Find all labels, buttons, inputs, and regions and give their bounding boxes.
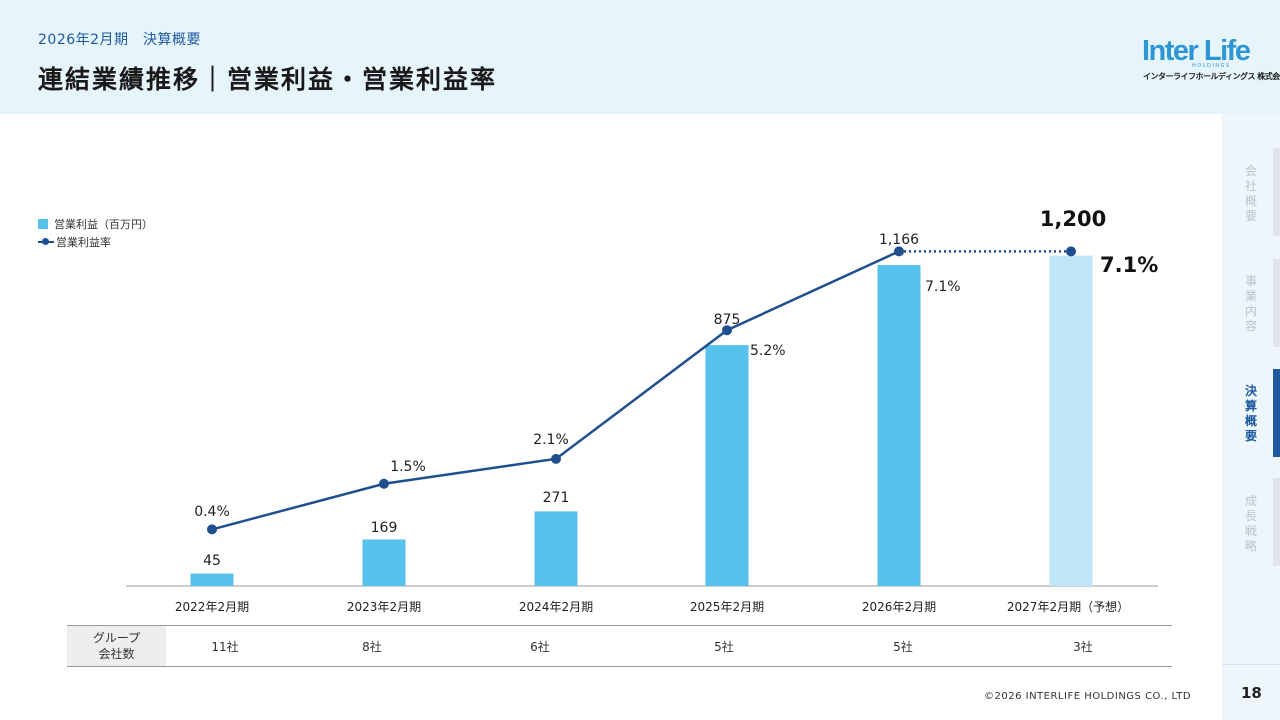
section-nav: 会社概要 事業内容 決算概要 成長戦略 (1222, 114, 1280, 720)
nav-item-label: 成長戦略 (1244, 494, 1257, 553)
group-count-cell: 8社 (362, 639, 382, 654)
legend-line-label: 営業利益率 (56, 236, 111, 249)
nav-indicator-business (1273, 259, 1280, 347)
rate-point (207, 524, 217, 535)
nav-item-company[interactable]: 会社概要 (1222, 164, 1280, 224)
group-count-header-line2: 会社数 (98, 647, 135, 661)
group-count-cell: 3社 (1073, 639, 1093, 654)
nav-item-results[interactable]: 決算概要 (1222, 384, 1280, 444)
bar-value-label: 271 (543, 490, 570, 506)
group-count-cell: 5社 (893, 639, 913, 654)
bar (1049, 255, 1093, 586)
logo-wordmark: Inter Life (1142, 35, 1251, 67)
bar (877, 265, 921, 586)
bar (705, 345, 749, 586)
bar (362, 539, 406, 586)
table-bottom-border (67, 666, 1172, 667)
nav-item-business[interactable]: 事業内容 (1222, 274, 1280, 334)
page-number: 18 (1241, 684, 1262, 702)
rate-value-label: 2.1% (533, 432, 569, 448)
x-tick-label: 2022年2月期 (175, 600, 249, 614)
bar (534, 511, 578, 586)
x-tick-label: 2024年2月期 (519, 600, 593, 614)
page-title: 連結業績推移｜営業利益・営業利益率 (38, 65, 498, 94)
rate-point (722, 325, 732, 336)
logo-japanese: インターライフホールディングス 株式会社 (1143, 72, 1280, 81)
logo-holdings: HOLDINGS (1192, 63, 1231, 69)
chart-legend: 営業利益（百万円） 営業利益率 (38, 215, 153, 251)
bar-value-label: 169 (371, 520, 398, 536)
rate-value-label: 7.1% (925, 279, 961, 295)
legend-bar-swatch (38, 219, 48, 229)
company-logo: Inter Life HOLDINGS インターライフホールディングス 株式会社 (1142, 35, 1280, 86)
rate-point (379, 478, 389, 489)
section-subtitle: 2026年2月期 決算概要 (38, 32, 202, 48)
nav-indicator-strategy (1273, 478, 1280, 566)
legend-line-marker (38, 237, 54, 247)
group-count-cell: 6社 (530, 639, 550, 654)
rate-value-label-forecast: 7.1% (1100, 253, 1158, 277)
x-tick-label: 2025年2月期 (690, 600, 764, 614)
header: 2026年2月期 決算概要 連結業績推移｜営業利益・営業利益率 Inter Li… (0, 0, 1280, 114)
legend-bar-entry: 営業利益（百万円） (38, 215, 153, 233)
nav-indicator-results (1273, 369, 1280, 457)
rate-point (551, 453, 561, 464)
bar-value-label: 1,166 (879, 232, 919, 248)
bar (190, 573, 234, 586)
rate-line (211, 250, 900, 531)
bar-value-label: 875 (714, 312, 741, 328)
group-count-header: グループ 会社数 (67, 626, 166, 666)
group-count-header-line1: グループ (92, 631, 141, 645)
x-tick-label: 2027年2月期（予想） (1007, 599, 1129, 614)
legend-line-entry: 営業利益率 (38, 233, 153, 251)
legend-bar-label: 営業利益（百万円） (54, 218, 153, 231)
copyright: ©2026 INTERLIFE HOLDINGS CO., LTD (984, 691, 1192, 702)
nav-indicator-company (1273, 148, 1280, 236)
x-tick-label: 2023年2月期 (347, 600, 421, 614)
nav-item-label: 会社概要 (1244, 164, 1257, 223)
rate-point (1066, 246, 1076, 257)
rate-point (894, 246, 904, 257)
group-count-cell: 11社 (211, 639, 239, 654)
bar-value-label-forecast: 1,200 (1040, 207, 1106, 231)
nav-item-label: 決算概要 (1244, 384, 1257, 443)
bar-value-label: 45 (203, 553, 221, 569)
rate-value-label: 1.5% (390, 459, 426, 475)
nav-item-label: 事業内容 (1244, 274, 1257, 333)
x-tick-label: 2026年2月期 (862, 600, 936, 614)
nav-item-strategy[interactable]: 成長戦略 (1222, 494, 1280, 554)
table-top-border (67, 625, 1172, 626)
sidebar-divider (1222, 664, 1280, 665)
group-count-cell: 5社 (714, 639, 734, 654)
rate-value-label: 0.4% (194, 504, 230, 520)
rate-value-label: 5.2% (750, 343, 786, 359)
